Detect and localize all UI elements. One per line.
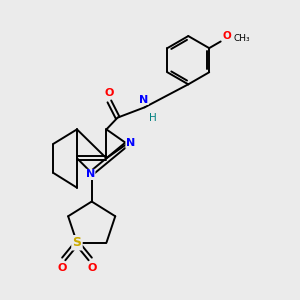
Text: O: O	[105, 88, 114, 98]
Text: N: N	[140, 95, 149, 105]
Text: CH₃: CH₃	[233, 34, 250, 43]
Text: H: H	[149, 112, 157, 123]
Text: O: O	[223, 31, 232, 40]
Text: N: N	[85, 169, 95, 179]
Text: O: O	[87, 263, 96, 273]
Text: S: S	[73, 236, 82, 249]
Text: O: O	[58, 263, 67, 273]
Text: N: N	[126, 138, 135, 148]
